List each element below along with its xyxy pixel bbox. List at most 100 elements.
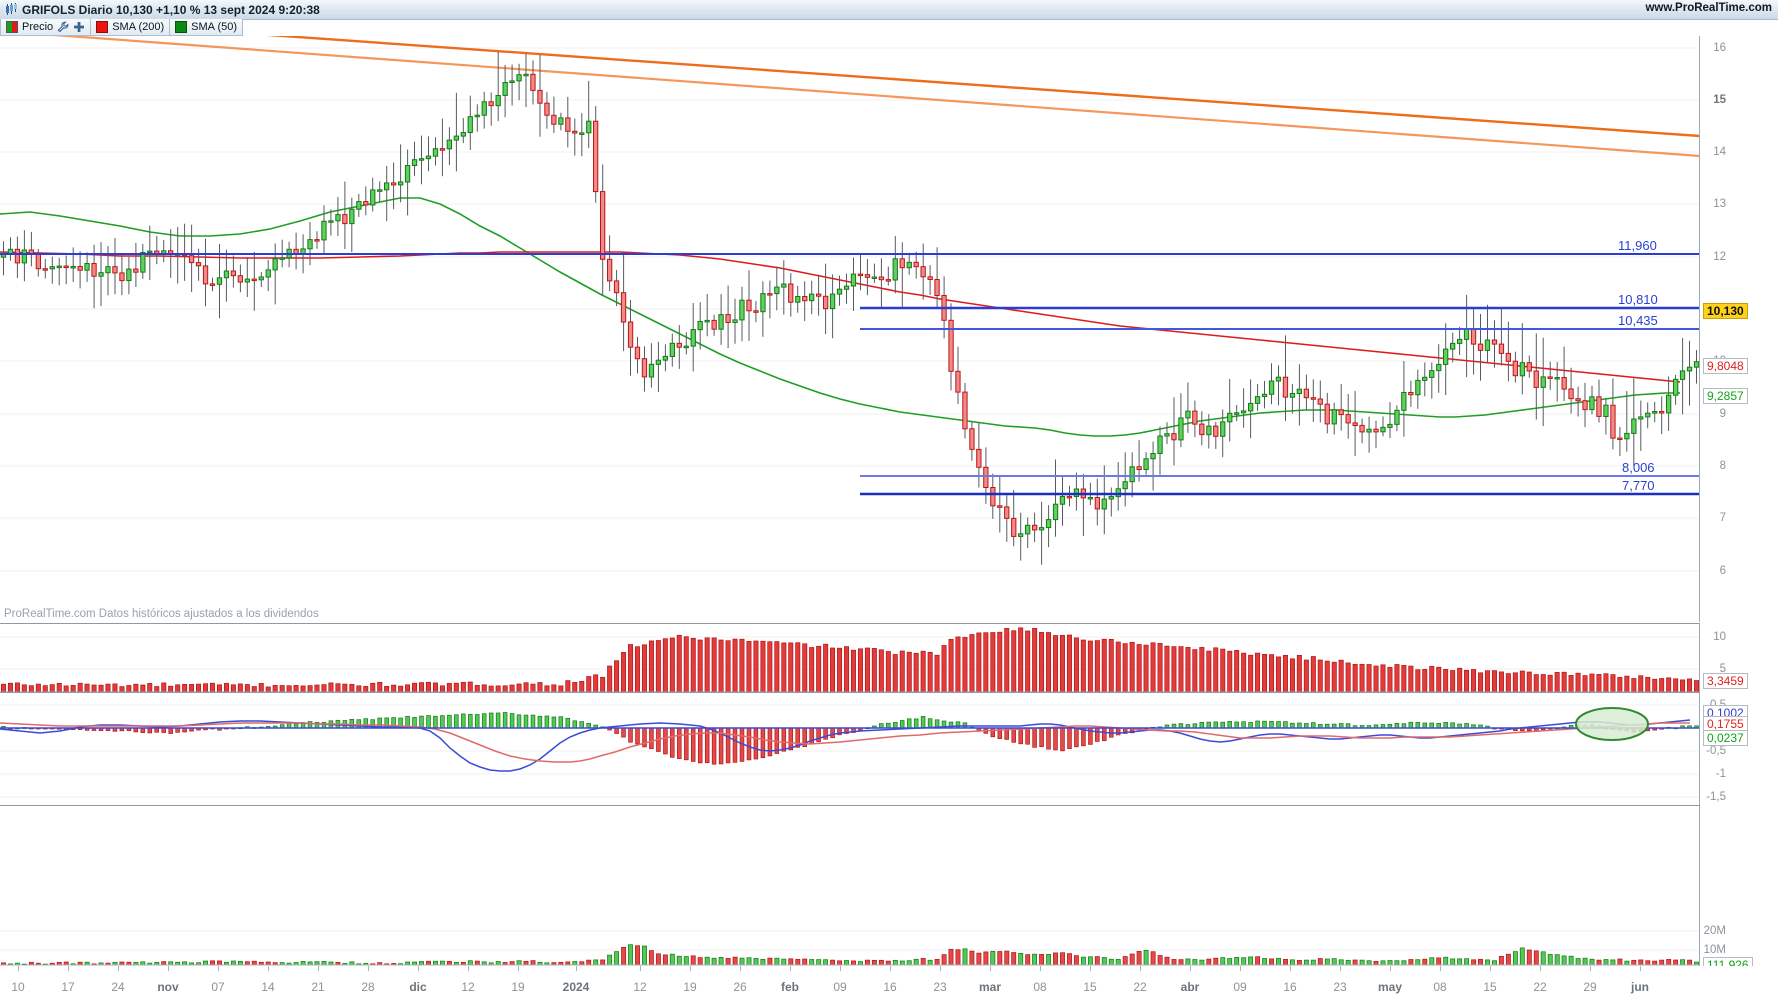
- atr-histogram: [0, 627, 1700, 693]
- atr-plot[interactable]: [0, 624, 1700, 693]
- macd-chart-svg: [0, 704, 1700, 798]
- volume-chart-svg: [0, 930, 1700, 966]
- level-label-7770: 7,770: [1622, 478, 1655, 493]
- price-panel: ProRealTime.com Datos históricos ajustad…: [0, 36, 1778, 622]
- atr-ytick-10: 10: [1713, 631, 1726, 643]
- panel-separator-2: [0, 692, 1700, 693]
- legend-label-price: Precio: [22, 21, 54, 33]
- panel-separator-3: [0, 805, 1700, 806]
- macd-signal-value-label: 0,1755: [1703, 716, 1748, 732]
- xtick-8: dic: [409, 980, 427, 994]
- xtick-20: 08: [1033, 980, 1047, 994]
- ytick-16: 16: [1713, 42, 1726, 54]
- macd-panel: 0,5 -0,5 -1 -1,5 0,1002 0,1755 0,0237: [0, 693, 1778, 805]
- atr-chart-svg: [0, 627, 1700, 693]
- xtickmark-24: [1240, 966, 1241, 971]
- xtickmark-1: [68, 966, 69, 971]
- macd-annotation-ellipse: [1575, 707, 1649, 741]
- volume-panel: 20M 10M 111.926: [0, 806, 1778, 973]
- xtickmark-16: [840, 966, 841, 971]
- xtick-10: 19: [511, 980, 525, 994]
- xtickmark-10: [518, 966, 519, 971]
- macd-ytick-m05: -0,5: [1706, 745, 1726, 757]
- level-label-11960: 11,960: [1618, 238, 1657, 253]
- macd-ytick-m1: -1: [1715, 768, 1726, 780]
- legend-chip-price[interactable]: Precio: [0, 19, 92, 36]
- candlestick-icon: [6, 3, 17, 15]
- xtickmark-5: [268, 966, 269, 971]
- sma200-value-label: 9,8048: [1703, 358, 1748, 374]
- legend-chip-sma200[interactable]: SMA (200): [91, 19, 171, 36]
- xtick-3: nov: [157, 980, 179, 994]
- xtick-12: 12: [633, 980, 647, 994]
- xtick-1: 17: [61, 980, 75, 994]
- xtickmark-7: [368, 966, 369, 971]
- plus-icon[interactable]: [73, 21, 85, 33]
- xtickmark-8: [418, 966, 419, 971]
- x-axis[interactable]: 10 17 24 nov 07 14 21 28 dic 12 19 2024 12 19 26 feb 09 1…: [0, 966, 1778, 1000]
- ytick-15: 15: [1713, 94, 1726, 106]
- macd-line: [0, 719, 1691, 772]
- xtick-7: 28: [361, 980, 375, 994]
- macd-hist-value-label: 0,0237: [1703, 730, 1748, 746]
- xtickmark-3: [168, 966, 169, 971]
- trendline-lower: [52, 36, 1700, 158]
- xtickmark-13: [690, 966, 691, 971]
- legend-label-sma200: SMA (200): [112, 21, 165, 33]
- xtick-17: 16: [883, 980, 897, 994]
- volume-plot[interactable]: [0, 806, 1700, 966]
- xtick-14: 26: [733, 980, 747, 994]
- panel-separator-1: [0, 623, 1700, 624]
- level-label-8006: 8,006: [1622, 460, 1655, 475]
- xtickmark-11: [576, 966, 577, 971]
- atr-value-label: 3,3459: [1703, 673, 1748, 689]
- xtick-21: 15: [1083, 980, 1097, 994]
- xtick-5: 14: [261, 980, 275, 994]
- xtick-2: 24: [111, 980, 125, 994]
- xtickmark-29: [1490, 966, 1491, 971]
- atr-ytick-5: 5: [1719, 663, 1726, 675]
- xtick-13: 19: [683, 980, 697, 994]
- xtick-15: feb: [781, 980, 799, 994]
- volume-axis[interactable]: 20M 10M: [1699, 806, 1778, 966]
- xtickmark-20: [1040, 966, 1041, 971]
- price-footnote: ProRealTime.com Datos históricos ajustad…: [4, 608, 319, 620]
- ytick-6: 6: [1719, 565, 1726, 577]
- price-legend: Precio SMA (200) SMA (50): [0, 19, 244, 36]
- ytick-7: 7: [1719, 512, 1726, 524]
- xtickmark-22: [1140, 966, 1141, 971]
- xtick-6: 21: [311, 980, 325, 994]
- wrench-icon[interactable]: [57, 21, 69, 33]
- xtickmark-0: [18, 966, 19, 971]
- xtickmark-28: [1440, 966, 1441, 971]
- level-label-10435: 10,435: [1618, 313, 1658, 328]
- xtickmark-25: [1290, 966, 1291, 971]
- xtick-22: 22: [1133, 980, 1147, 994]
- xtickmark-12: [640, 966, 641, 971]
- sma50-swatch-icon: [175, 21, 188, 33]
- xtick-26: 23: [1333, 980, 1347, 994]
- price-axis[interactable]: 16 15 14 13 12 11 10 9 8 7 6: [1699, 36, 1778, 622]
- xtick-23: abr: [1180, 980, 1200, 994]
- xtickmark-2: [118, 966, 119, 971]
- ytick-9: 9: [1719, 408, 1726, 420]
- xtickmark-14: [740, 966, 741, 971]
- price-chart-svg: [0, 36, 1700, 572]
- window-title: GRIFOLS Diario 10,130 +1,10 % 13 sept 20…: [22, 2, 320, 17]
- xtickmark-18: [940, 966, 941, 971]
- xtick-28: 08: [1433, 980, 1447, 994]
- ytick-12: 12: [1713, 251, 1726, 263]
- gridlines: [0, 47, 1700, 572]
- macd-plot[interactable]: [0, 693, 1700, 805]
- candlestick-series: [0, 52, 1700, 565]
- price-plot[interactable]: ProRealTime.com Datos históricos ajustad…: [0, 36, 1700, 622]
- macd-signal-line: [0, 722, 1690, 763]
- xtickmark-23: [1190, 966, 1191, 971]
- ytick-8: 8: [1719, 460, 1726, 472]
- xtick-18: 23: [933, 980, 947, 994]
- volume-histogram: [1, 944, 1699, 966]
- xtickmark-21: [1090, 966, 1091, 971]
- legend-chip-sma50[interactable]: SMA (50): [170, 19, 244, 36]
- xtick-29: 15: [1483, 980, 1497, 994]
